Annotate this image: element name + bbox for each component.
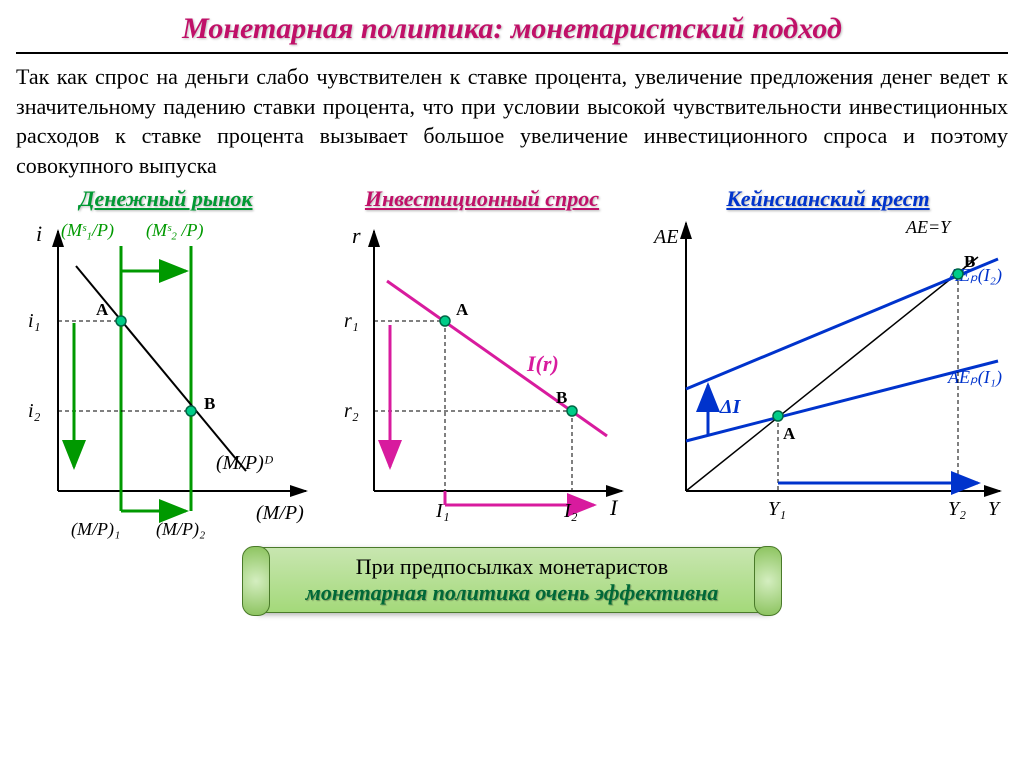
c3-diag: AE=Y bbox=[905, 217, 952, 237]
c1-xlabel: (M/P) bbox=[256, 502, 304, 524]
c1-ms2: (Mˢ₂ /P) bbox=[146, 220, 204, 241]
c3-Y2: Y₂ bbox=[948, 498, 966, 520]
charts-row: Денежный рынок i (M/P) (Mˢ₁/P) (Mˢ₂ /P) bbox=[16, 187, 1008, 541]
c1-mp1: (M/P)₁ bbox=[71, 519, 120, 540]
chart2-svg: r I I(r) A B r₁ r₂ I₁ I₂ bbox=[332, 211, 632, 541]
chart1-title: Денежный рынок bbox=[79, 187, 252, 211]
title-divider bbox=[16, 52, 1008, 54]
conclusion-banner-wrap: При предпосылках монетаристов монетарная… bbox=[16, 547, 1008, 613]
chart3-title: Кейнсианский крест bbox=[726, 187, 929, 211]
c2-r2: r₂ bbox=[344, 400, 359, 422]
c1-ms1: (Mˢ₁/P) bbox=[61, 220, 114, 241]
c2-xlabel: I bbox=[609, 495, 619, 520]
chart1-svg: i (M/P) (Mˢ₁/P) (Mˢ₂ /P) (M/P)ᴰ A B bbox=[16, 211, 316, 541]
c2-ir: I(r) bbox=[526, 351, 559, 376]
page-title: Монетарная политика: монетаристский подх… bbox=[16, 12, 1008, 46]
c2-ylabel: r bbox=[352, 223, 361, 248]
c2-I2: I₂ bbox=[563, 500, 578, 522]
c1-A: A bbox=[96, 300, 109, 319]
c2-A: A bbox=[456, 300, 469, 319]
banner-line1: При предпосылках монетаристов bbox=[306, 554, 718, 580]
scroll-left bbox=[242, 546, 270, 616]
scroll-right bbox=[754, 546, 782, 616]
conclusion-banner: При предпосылках монетаристов монетарная… bbox=[255, 547, 769, 613]
chart3-svg: AE Y AE=Y AEₚ(I₁) AEₚ(I₂) ΔI A B bbox=[648, 211, 1008, 541]
c1-i1: i₁ bbox=[28, 310, 41, 332]
c3-B: B bbox=[964, 252, 975, 271]
c3-A: A bbox=[783, 424, 796, 443]
c1-md: (M/P)ᴰ bbox=[216, 452, 274, 474]
chart-money-market: Денежный рынок i (M/P) (Mˢ₁/P) (Mˢ₂ /P) bbox=[16, 187, 316, 541]
body-paragraph: Так как спрос на деньги слабо чувствител… bbox=[16, 62, 1008, 181]
banner-line2: монетарная политика очень эффективна bbox=[306, 580, 718, 606]
c2-I1: I₁ bbox=[435, 500, 450, 522]
c3-Y1: Y₁ bbox=[768, 498, 786, 520]
chart-investment: Инвестиционный спрос r I I(r) bbox=[332, 187, 632, 541]
c1-mp2: (M/P)₂ bbox=[156, 519, 205, 540]
chart-keynesian-cross: Кейнсианский крест AE Y AE=Y AEₚ(I₁) bbox=[648, 187, 1008, 541]
c2-r1: r₁ bbox=[344, 310, 359, 332]
c1-ylabel: i bbox=[36, 221, 42, 246]
c3-ylabel: AE bbox=[652, 226, 678, 248]
c1-i2: i₂ bbox=[28, 400, 41, 422]
c3-xlabel: Y bbox=[988, 498, 1001, 520]
c1-B: B bbox=[204, 394, 215, 413]
chart2-title: Инвестиционный спрос bbox=[365, 187, 599, 211]
c2-B: B bbox=[556, 388, 567, 407]
c3-ae1: AEₚ(I₁) bbox=[947, 367, 1002, 388]
c3-di: ΔI bbox=[719, 396, 742, 418]
